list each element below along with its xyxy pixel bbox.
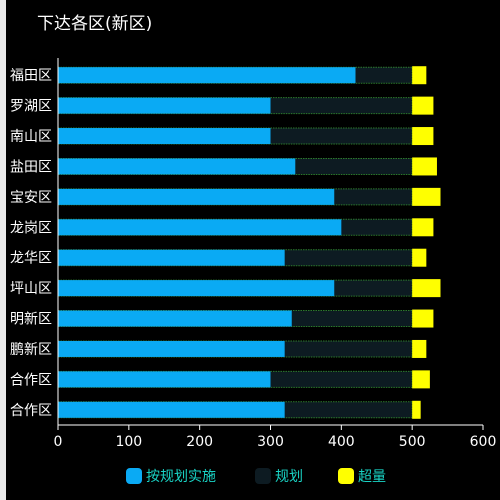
legend-label-plan: 规划 [275, 466, 303, 486]
category-label-7: 坪山区 [10, 281, 52, 297]
x-tick-label-0: 0 [54, 434, 63, 450]
category-label-9: 鹏新区 [10, 342, 52, 358]
bar-implemented-7[interactable] [58, 280, 334, 296]
category-label-4: 宝安区 [10, 190, 52, 206]
bar-implemented-0[interactable] [58, 67, 356, 83]
bar-implemented-11[interactable] [58, 402, 285, 418]
bar-excess-9[interactable] [412, 340, 426, 358]
category-label-8: 明新区 [10, 312, 52, 328]
bar-excess-0[interactable] [412, 66, 426, 84]
category-label-10: 合作区 [10, 372, 52, 388]
legend-label-excess: 超量 [358, 466, 386, 486]
bar-excess-10[interactable] [412, 370, 430, 388]
legend-item-excess[interactable]: 超量 [338, 466, 386, 486]
bar-excess-8[interactable] [412, 310, 433, 328]
bar-implemented-10[interactable] [58, 371, 271, 387]
x-tick-label-1: 100 [115, 434, 142, 450]
legend-swatch-plan-implementation [126, 468, 142, 484]
category-label-3: 盐田区 [10, 159, 52, 175]
bar-implemented-8[interactable] [58, 311, 292, 327]
bar-excess-6[interactable] [412, 249, 426, 267]
category-label-5: 龙岗区 [10, 220, 52, 236]
bar-implemented-3[interactable] [58, 158, 295, 174]
chart-legend: 按规划实施 规划 超量 [0, 466, 500, 488]
bar-implemented-6[interactable] [58, 250, 285, 266]
category-label-0: 福田区 [10, 68, 52, 84]
x-tick-label-4: 400 [328, 434, 355, 450]
bar-excess-7[interactable] [412, 279, 440, 297]
bar-implemented-4[interactable] [58, 189, 334, 205]
bar-excess-3[interactable] [412, 157, 437, 175]
legend-item-plan[interactable]: 规划 [255, 466, 303, 486]
legend-label-plan-implementation: 按规划实施 [146, 466, 216, 486]
bar-implemented-9[interactable] [58, 341, 285, 357]
x-tick-label-2: 200 [186, 434, 213, 450]
bar-implemented-2[interactable] [58, 128, 271, 144]
x-tick-label-3: 300 [257, 434, 284, 450]
bar-implemented-5[interactable] [58, 219, 341, 235]
category-label-1: 罗湖区 [10, 99, 52, 115]
legend-swatch-plan [255, 468, 271, 484]
category-label-2: 南山区 [10, 129, 52, 145]
x-tick-label-6: 600 [470, 434, 497, 450]
bar-excess-4[interactable] [412, 188, 440, 206]
legend-item-plan-implementation[interactable]: 按规划实施 [126, 466, 216, 486]
bars-layer [58, 66, 441, 419]
legend-swatch-excess [338, 468, 354, 484]
bar-excess-5[interactable] [412, 218, 433, 236]
bar-excess-2[interactable] [412, 127, 433, 145]
bar-implemented-1[interactable] [58, 98, 271, 114]
bar-excess-11[interactable] [412, 401, 421, 419]
category-label-6: 龙华区 [10, 251, 52, 267]
x-tick-label-5: 500 [399, 434, 426, 450]
category-label-11: 合作区 [10, 403, 52, 419]
bar-excess-1[interactable] [412, 97, 433, 115]
